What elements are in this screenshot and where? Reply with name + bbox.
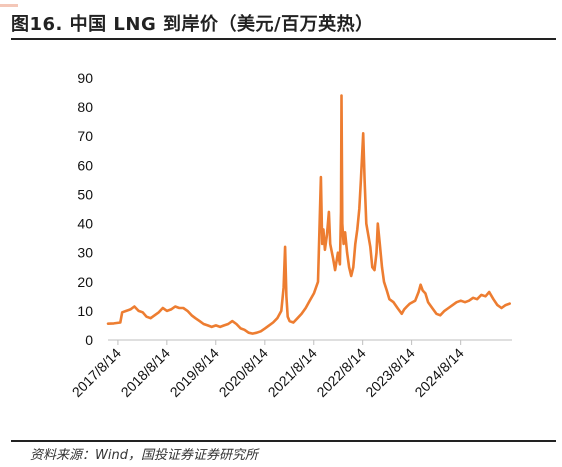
y-tick-label: 50 — [77, 186, 93, 202]
x-tick-label: 2022/8/14 — [313, 345, 369, 401]
x-tick-label: 2018/8/14 — [118, 345, 174, 401]
title-accent-bar — [0, 4, 18, 7]
chart-title: 图16. 中国 LNG 到岸价（美元/百万英热） — [11, 14, 374, 35]
plot-area — [106, 94, 511, 335]
source-rule — [11, 440, 556, 442]
y-tick-label: 0 — [85, 332, 93, 348]
y-tick-label: 80 — [77, 99, 93, 115]
y-tick-label: 40 — [77, 216, 93, 232]
y-tick-label: 10 — [77, 303, 93, 319]
x-tick-label: 2017/8/14 — [69, 345, 125, 401]
y-tick-label: 90 — [77, 70, 93, 86]
x-axis: 2017/8/142018/8/142019/8/142020/8/142021… — [69, 339, 512, 401]
title-rule — [11, 38, 556, 40]
y-tick-label: 30 — [77, 245, 93, 261]
source-note: 资料来源：Wind，国投证券证券研究所 — [30, 448, 258, 463]
y-axis: 0 10 20 30 40 50 60 70 80 90 — [77, 70, 93, 348]
y-tick-label: 70 — [77, 128, 93, 144]
series-line-lng-price — [106, 94, 511, 335]
y-tick-label: 60 — [77, 157, 93, 173]
y-tick-label: 20 — [77, 274, 93, 290]
x-tick-label: 2019/8/14 — [167, 345, 223, 401]
x-tick-label: 2023/8/14 — [362, 345, 418, 401]
x-tick-label: 2024/8/14 — [411, 345, 467, 401]
x-tick-label: 2021/8/14 — [265, 345, 321, 401]
x-tick-label: 2020/8/14 — [216, 345, 272, 401]
